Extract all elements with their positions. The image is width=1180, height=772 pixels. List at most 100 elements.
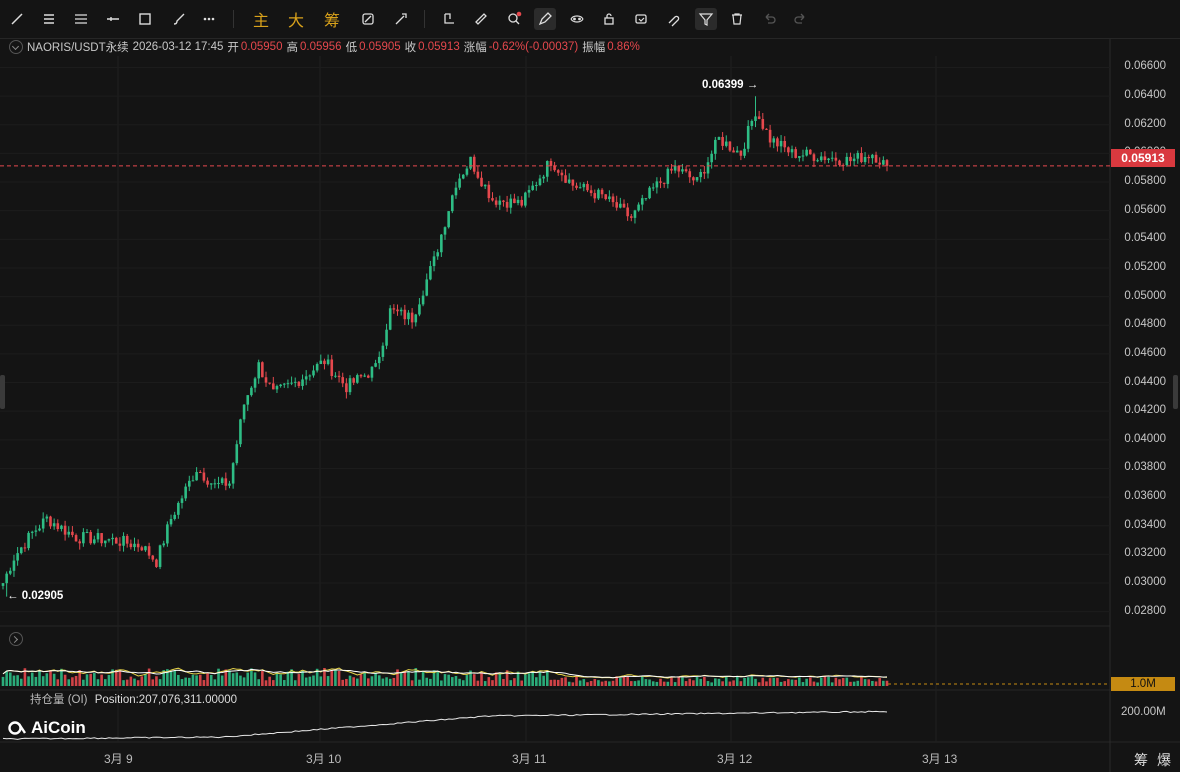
ruler-icon[interactable]	[470, 8, 492, 30]
candle-body	[816, 160, 819, 162]
candle-body	[140, 547, 144, 551]
candle-body	[122, 535, 125, 546]
candle-body	[250, 387, 253, 396]
candle-body	[352, 378, 355, 383]
candle-body	[505, 201, 509, 208]
volume-bar	[253, 672, 257, 686]
candle-body	[776, 138, 779, 147]
layers-icon[interactable]	[630, 8, 652, 30]
zoom-icon[interactable]	[503, 8, 525, 30]
candle-datetime: 2026-03-12 17:45	[132, 41, 224, 53]
candle-body	[308, 375, 312, 377]
candle-body	[440, 234, 443, 253]
volume-bar	[469, 670, 472, 686]
candle-body	[111, 537, 114, 540]
candle-body	[414, 314, 418, 323]
volume-expand-icon[interactable]	[9, 632, 23, 646]
price-axis-label: 0.04400	[1124, 375, 1166, 388]
volume-bar	[640, 676, 644, 686]
chip-button[interactable]: 筹	[323, 11, 340, 30]
volume-bar	[330, 670, 334, 686]
candle-body	[560, 172, 564, 176]
candle-body	[286, 383, 290, 385]
magnet-icon[interactable]	[357, 8, 379, 30]
brush-icon[interactable]	[168, 8, 190, 30]
candle-body	[356, 375, 359, 383]
undo-icon[interactable]	[758, 8, 780, 30]
magnet-hook-icon[interactable]	[662, 8, 684, 30]
candle-body	[410, 312, 414, 323]
big-order-button[interactable]: 大	[287, 11, 304, 30]
parallel-lines-icon[interactable]	[70, 8, 92, 30]
measure-icon[interactable]	[390, 8, 412, 30]
pencil-lock-icon[interactable]	[534, 8, 556, 30]
candle-body	[89, 532, 92, 544]
volume-bar	[315, 668, 319, 686]
candle-body	[882, 160, 885, 165]
candle-body	[191, 480, 195, 482]
volume-bar	[60, 668, 63, 686]
filter-icon[interactable]	[695, 8, 717, 30]
rectangle-icon[interactable]	[134, 8, 156, 30]
volume-bar	[611, 680, 615, 686]
liquidation-button[interactable]: 爆	[1157, 752, 1171, 768]
volume-bar	[359, 674, 363, 686]
candle-body	[151, 555, 155, 560]
volume-bar	[257, 679, 261, 686]
main-indicator-button[interactable]: 主	[252, 11, 269, 30]
candle-body	[5, 573, 8, 584]
more-icon[interactable]	[198, 8, 220, 30]
candle-body	[662, 182, 666, 184]
candle-body	[513, 198, 516, 204]
trash-icon[interactable]	[726, 8, 748, 30]
lock-icon[interactable]	[598, 8, 620, 30]
volume-bar	[867, 679, 871, 686]
volume-bar	[144, 674, 147, 686]
candle-body	[23, 547, 27, 549]
candle-body	[129, 543, 133, 548]
volume-bar	[728, 681, 732, 686]
candle-body	[542, 176, 545, 179]
volume-bar	[209, 674, 213, 686]
close-label: 收	[404, 42, 417, 54]
volume-bar	[407, 671, 410, 686]
volume-bar	[155, 676, 158, 686]
symbol-name[interactable]: NAORIS/USDT永续	[27, 42, 129, 54]
right-panel-handle[interactable]	[1173, 375, 1178, 409]
collapse-chevron-icon[interactable]	[9, 40, 23, 54]
candle-body	[177, 502, 180, 515]
candle-body	[235, 444, 239, 464]
volume-bar	[30, 672, 34, 686]
candle-body	[443, 227, 447, 235]
redo-icon[interactable]	[790, 8, 812, 30]
candle-body	[703, 172, 706, 174]
volume-bar	[655, 681, 659, 686]
candle-body	[754, 116, 757, 121]
volume-bar	[527, 673, 531, 686]
eye-icon[interactable]	[566, 8, 588, 30]
candle-body	[158, 545, 162, 567]
volume-bar	[27, 676, 30, 686]
candle-body	[100, 533, 103, 544]
volume-bar	[19, 678, 23, 686]
price-axis-label: 0.06400	[1124, 89, 1166, 102]
chip-distribution-button[interactable]: 筹	[1134, 752, 1148, 768]
volume-bar	[103, 679, 107, 686]
horizontal-lines-icon[interactable]	[38, 8, 60, 30]
volume-bar	[838, 679, 841, 686]
candle-body	[345, 383, 348, 393]
candle-body	[863, 156, 867, 163]
price-axis-label: 0.03200	[1124, 547, 1166, 560]
camera-icon[interactable]	[438, 8, 460, 30]
trend-line-icon[interactable]	[6, 8, 28, 30]
candle-body	[849, 156, 852, 162]
candle-body	[180, 498, 184, 503]
left-panel-handle[interactable]	[0, 375, 5, 409]
horizontal-ray-icon[interactable]	[102, 8, 124, 30]
volume-bar	[166, 669, 169, 686]
volume-bar	[173, 670, 176, 686]
volume-bar	[264, 680, 268, 686]
candle-body	[27, 532, 30, 549]
candle-body	[651, 187, 655, 189]
